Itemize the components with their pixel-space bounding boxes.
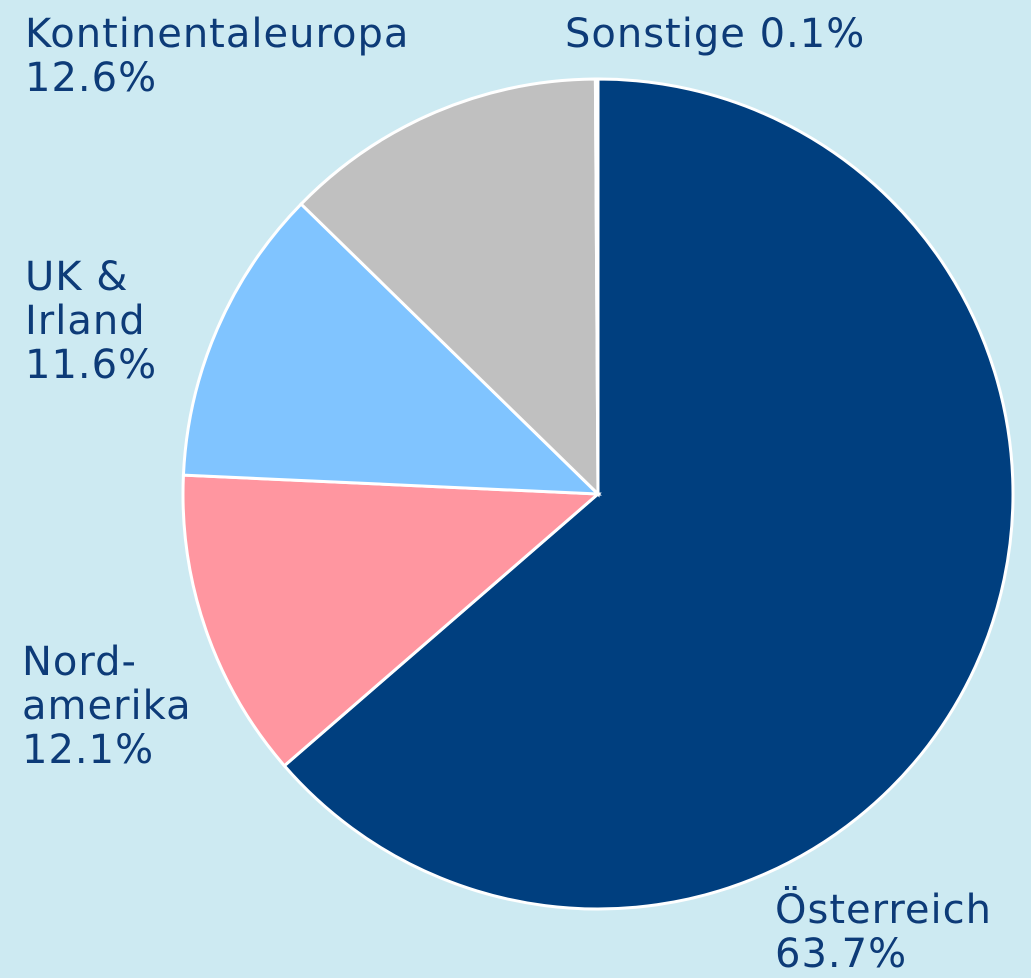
slice-label: Sonstige 0.1% bbox=[565, 12, 865, 56]
value-label: 12.1% bbox=[22, 727, 155, 773]
category-name: Sonstige bbox=[565, 11, 746, 57]
pie-slice bbox=[181, 201, 602, 496]
slice-label: Kontinentaleuropa 12.6% bbox=[25, 12, 409, 100]
pie-slice bbox=[181, 473, 602, 768]
slice-label: UK & Irland 11.6% bbox=[25, 255, 157, 387]
category-name: Österreich bbox=[775, 887, 992, 933]
slice-label: Nord- amerika 12.1% bbox=[22, 640, 192, 772]
category-name: UK & Irland bbox=[25, 254, 146, 344]
category-name: Nord- amerika bbox=[22, 639, 192, 729]
slice-label: Österreich 63.7% bbox=[775, 888, 992, 976]
value-label: 11.6% bbox=[25, 342, 158, 388]
category-name: Kontinentaleuropa bbox=[25, 11, 410, 57]
value-label: 63.7% bbox=[775, 931, 908, 977]
pie-slice bbox=[298, 77, 600, 498]
value-label: 12.6% bbox=[25, 55, 158, 101]
value-label: 0.1% bbox=[759, 11, 866, 57]
pie-slice bbox=[593, 77, 600, 495]
pie-slice bbox=[282, 77, 1015, 911]
